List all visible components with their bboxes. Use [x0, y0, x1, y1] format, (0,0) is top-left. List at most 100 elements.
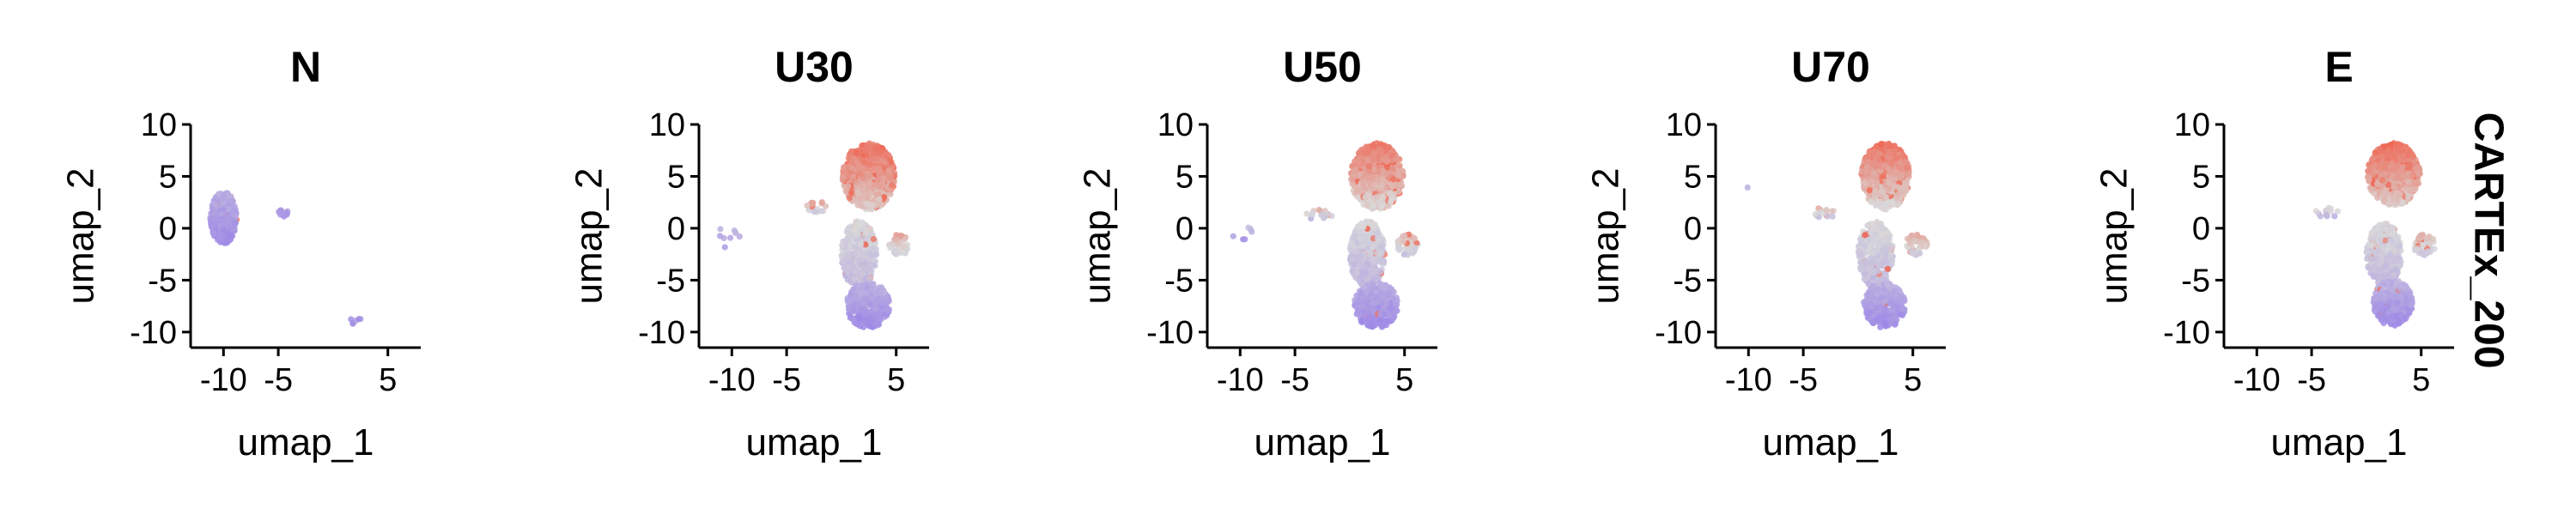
data-point: [1892, 148, 1899, 154]
data-point: [863, 318, 870, 325]
data-point: [1871, 170, 1878, 177]
y-tick-label: -5: [148, 263, 177, 299]
data-point: [1376, 294, 1382, 300]
data-point: [846, 224, 853, 231]
data-point: [1363, 193, 1370, 200]
data-point: [1883, 245, 1890, 251]
data-point: [1884, 265, 1891, 272]
data-point: [1395, 238, 1402, 245]
y-tick-label: 5: [667, 159, 685, 195]
data-point: [1870, 319, 1877, 326]
data-point: [1899, 153, 1905, 160]
data-point: [1382, 318, 1389, 324]
data-point: [1911, 238, 1918, 245]
data-point: [225, 214, 232, 221]
data-point: [1325, 210, 1332, 217]
data-point: [850, 307, 857, 314]
data-point: [1874, 290, 1881, 297]
data-point: [1865, 266, 1872, 273]
data-point: [1874, 243, 1881, 250]
data-point: [1904, 171, 1911, 178]
data-point: [862, 264, 869, 270]
data-point: [888, 159, 895, 166]
data-point: [1382, 284, 1389, 291]
data-point: [1866, 261, 1873, 268]
y-tick-label: -5: [1673, 263, 1702, 299]
data-point: [1900, 185, 1907, 191]
x-axis-label: umap_1: [1762, 421, 1899, 464]
panel-title: U30: [775, 43, 854, 91]
data-point: [823, 203, 829, 209]
data-point: [1881, 202, 1888, 209]
data-point: [1364, 201, 1371, 208]
data-point: [897, 232, 904, 239]
data-point: [848, 258, 855, 264]
data-point: [1383, 158, 1390, 165]
data-point: [853, 293, 860, 300]
data-point: [1878, 145, 1885, 152]
data-point: [877, 184, 884, 191]
data-point: [1358, 252, 1364, 259]
data-point: [810, 199, 817, 206]
y-tick-label: 0: [1684, 211, 1702, 247]
data-point: [1389, 166, 1396, 173]
data-point: [727, 234, 734, 241]
data-point: [1899, 173, 1905, 180]
data-point: [1889, 198, 1896, 205]
data-point: [1883, 258, 1890, 265]
data-point: [1230, 233, 1236, 239]
y-axis-label: umap_2: [1585, 167, 1627, 304]
data-point: [886, 186, 893, 194]
data-point: [1877, 224, 1884, 231]
y-tick-label: -5: [656, 263, 685, 299]
data-point: [841, 163, 848, 171]
data-point: [222, 237, 230, 245]
y-tick-label: 0: [667, 211, 685, 247]
data-point: [721, 244, 728, 251]
data-point: [1891, 175, 1898, 182]
data-point: [1874, 280, 1881, 287]
data-point: [1873, 304, 1880, 312]
data-point: [1376, 311, 1384, 318]
data-point: [858, 282, 866, 289]
x-tick-label: 5: [887, 362, 905, 398]
data-point: [1412, 235, 1419, 242]
data-point: [865, 250, 872, 257]
data-point: [866, 161, 874, 168]
data-point: [851, 276, 858, 282]
data-point: [1874, 315, 1880, 322]
data-point: [850, 286, 857, 293]
data-point: [1359, 317, 1366, 324]
x-tick-label: 5: [379, 362, 397, 398]
data-point: [893, 232, 900, 239]
data-point: [859, 270, 866, 277]
data-point: [1412, 245, 1419, 251]
data-point: [211, 201, 218, 208]
data-point: [853, 179, 860, 185]
data-point: [1873, 163, 1880, 170]
data-point: [1319, 211, 1326, 218]
data-point: [844, 172, 851, 179]
data-point: [893, 247, 900, 254]
data-point: [1366, 323, 1373, 330]
data-point: [1348, 256, 1356, 263]
data-point: [1865, 158, 1872, 165]
data-point: [1862, 303, 1869, 310]
data-point: [212, 215, 219, 221]
data-point: [1395, 188, 1402, 195]
data-point: [1364, 276, 1370, 283]
x-tick-label: 5: [1395, 362, 1413, 398]
data-point: [855, 164, 862, 171]
data-point: [225, 219, 233, 227]
data-point: [1376, 198, 1382, 205]
data-point: [1397, 181, 1404, 188]
data-point: [1876, 198, 1883, 205]
data-point: [862, 230, 869, 237]
data-point: [1383, 153, 1390, 160]
y-tick-label: -10: [1655, 315, 1702, 351]
data-point: [1368, 229, 1375, 236]
y-tick-label: 5: [159, 159, 177, 195]
data-point: [854, 190, 860, 197]
data-point: [1882, 162, 1889, 169]
data-point: [1385, 144, 1392, 151]
